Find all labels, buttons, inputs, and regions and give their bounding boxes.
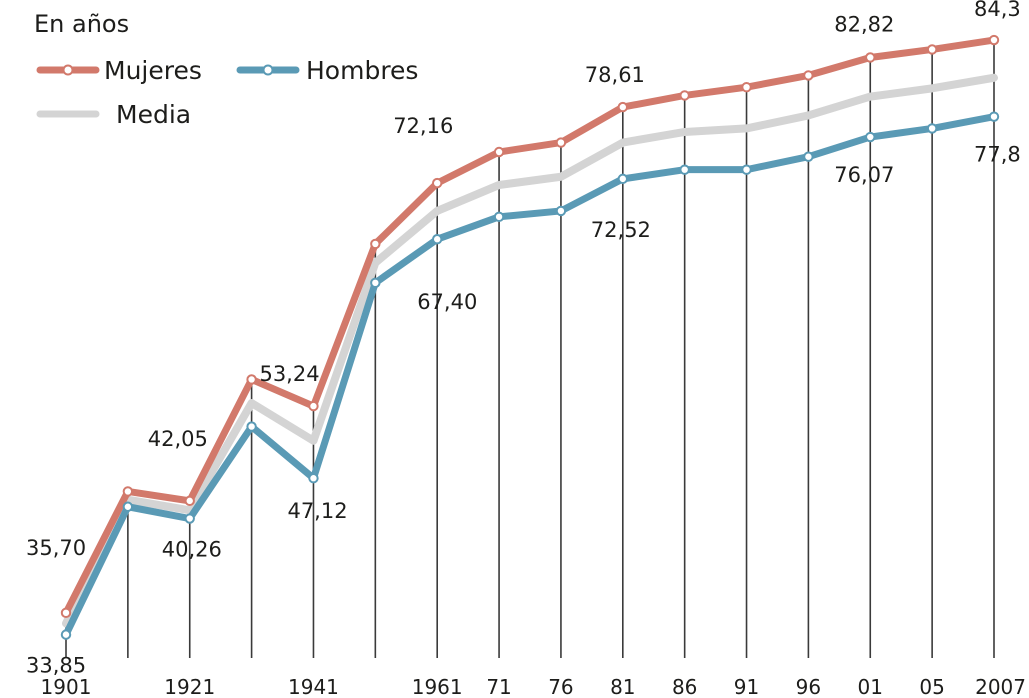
legend-item-mujeres: Mujeres [36,56,202,85]
point-hombres [926,123,938,134]
point-mujeres [555,137,567,148]
data-label-hombres: 77,8 [974,143,1021,167]
legend-marker-mujeres [62,64,74,76]
x-axis-tick-labels: 1901 1921 1941 1961 71 76 81 86 91 96 01 05 2007 [41,675,1026,698]
point-mujeres [308,400,319,412]
data-label-hombres: 76,07 [834,163,894,187]
data-label-mujeres: 82,82 [834,12,894,36]
series-markers [60,34,1000,640]
point-mujeres [865,52,876,63]
x-tick-label: 91 [734,675,759,698]
point-hombres [741,164,752,175]
data-labels: 35,70 42,05 53,24 72,16 78,61 82,82 84,3 33,85 4… [26,0,1021,678]
point-mujeres [679,90,690,101]
data-label-mujeres: 35,70 [26,536,86,560]
x-tick-label: 1901 [41,675,92,698]
point-mujeres [370,238,381,250]
x-tick-label: 71 [486,675,511,698]
legend-marker-hombres [262,64,274,76]
point-hombres [370,277,381,289]
data-label-hombres: 47,12 [287,499,347,523]
point-mujeres [184,495,195,507]
point-hombres [432,234,443,245]
point-mujeres [432,177,443,189]
legend-label-hombres: Hombres [306,56,418,85]
point-hombres [308,473,319,484]
point-mujeres [988,34,1000,46]
series-line-hombres [62,113,998,639]
point-hombres [246,421,257,432]
point-hombres [555,205,567,217]
point-hombres [679,164,690,175]
series-line-media [62,73,998,628]
point-hombres [122,501,134,512]
point-mujeres [246,374,257,385]
point-mujeres [122,486,134,497]
point-hombres [493,211,505,223]
data-label-hombres: 72,52 [591,218,651,242]
legend-label-mujeres: Mujeres [104,56,202,85]
legend-item-media: Media [36,100,191,129]
point-hombres [865,131,876,143]
point-mujeres [926,44,938,55]
point-hombres [184,513,195,524]
point-mujeres [741,81,752,93]
point-mujeres [803,70,814,81]
point-mujeres [60,607,72,619]
x-tick-label: 01 [858,675,883,698]
data-label-hombres: 40,26 [162,538,222,562]
x-tick-label: 05 [919,675,944,698]
point-mujeres [617,101,628,113]
point-hombres [988,111,1000,122]
x-tick-label: 1921 [164,675,215,698]
series-lines [62,36,998,639]
data-label-mujeres: 84,3 [974,0,1021,21]
point-hombres [617,173,628,185]
x-tick-label: 96 [796,675,821,698]
data-label-mujeres: 53,24 [259,362,319,386]
data-label-mujeres: 42,05 [148,427,208,451]
x-tick-label: 81 [610,675,635,698]
point-hombres [803,151,814,162]
unit-label: En años [34,10,129,38]
legend: Mujeres Hombres Media [36,56,418,129]
x-tick-label: 1941 [288,675,339,698]
x-tick-label: 86 [672,675,697,698]
drop-lines [65,40,995,658]
point-hombres [60,629,72,640]
legend-item-hombres: Hombres [236,56,418,85]
point-mujeres [493,146,505,158]
data-label-mujeres: 78,61 [585,63,645,87]
data-label-mujeres: 72,16 [393,114,453,138]
legend-label-media: Media [116,100,191,129]
x-tick-label: 1961 [412,675,463,698]
data-label-hombres: 33,85 [26,654,86,678]
x-tick-label: 2007 [975,675,1026,698]
data-label-hombres: 67,40 [417,290,477,314]
series-line-mujeres [62,36,998,617]
x-tick-label: 76 [548,675,573,698]
